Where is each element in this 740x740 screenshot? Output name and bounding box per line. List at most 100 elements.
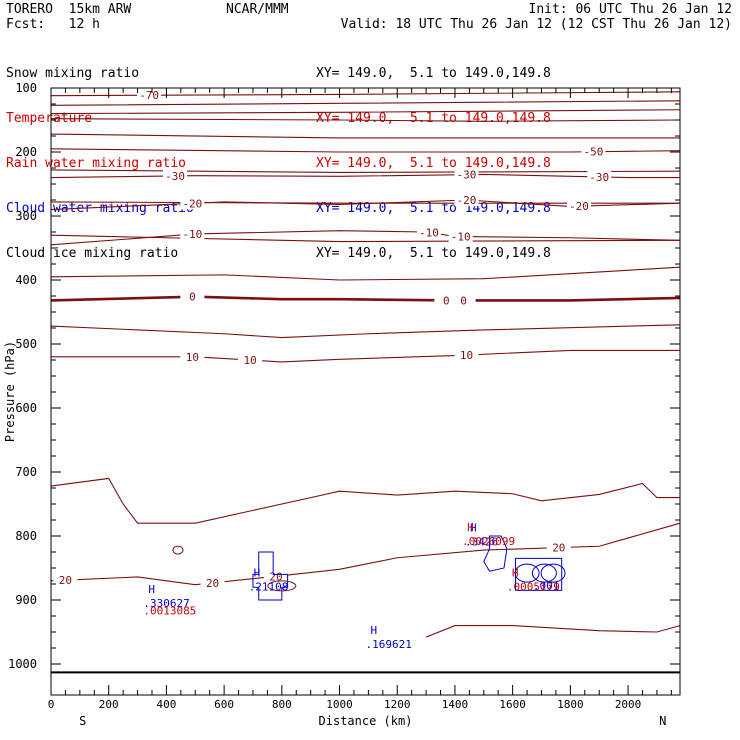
contour-label-bg bbox=[53, 574, 78, 587]
endpoint-left: S bbox=[79, 714, 86, 728]
rain-water-max-mark: H bbox=[512, 566, 519, 579]
maxima-annotations: H.330627H.21108H.169621H.3426.001.001308… bbox=[143, 521, 560, 651]
contour-label-bg bbox=[200, 576, 225, 589]
cloud-water-cell bbox=[514, 563, 540, 583]
contour-label: 20 bbox=[59, 574, 72, 587]
legend-xy-column: XY= 149.0, 5.1 to 149.0,149.8 XY= 149.0,… bbox=[316, 36, 551, 276]
y-tick-label: 200 bbox=[15, 145, 37, 159]
temperature-contour bbox=[50, 324, 681, 339]
cloud-water-max-mark: H bbox=[470, 521, 477, 534]
contour-label: -50 bbox=[584, 146, 604, 159]
temperature-contour bbox=[50, 169, 681, 174]
contour-label-bg bbox=[180, 197, 205, 210]
cloud-water-cell bbox=[540, 563, 566, 583]
xy-snow: XY= 149.0, 5.1 to 149.0,149.8 bbox=[316, 66, 551, 81]
x-tick-label: 400 bbox=[156, 698, 176, 711]
temperature-contours: -70-50-30 -30 -30-20 -20 -20-10 -10 -100 0 010 10… bbox=[50, 89, 681, 638]
rain-water-contour bbox=[267, 580, 297, 592]
rain-water-contour bbox=[172, 545, 184, 555]
contour-label: 10 bbox=[243, 354, 256, 367]
y-tick-label: 500 bbox=[15, 337, 37, 351]
x-tick-label: 800 bbox=[272, 698, 292, 711]
endpoint-right: N bbox=[659, 714, 666, 728]
contour-label: -30 bbox=[589, 171, 609, 184]
cloud-water-contour bbox=[252, 551, 289, 601]
legend-temperature: Temperature bbox=[6, 111, 93, 126]
y-tick-label: 400 bbox=[15, 273, 37, 287]
init-time: Init: 06 UTC Thu 26 Jan 12 bbox=[528, 2, 733, 17]
contour-label: -70 bbox=[139, 89, 159, 102]
x-tick-label: 1200 bbox=[384, 698, 411, 711]
contour-label-bg bbox=[180, 290, 205, 303]
temperature-contour bbox=[50, 133, 680, 139]
contour-label: 10 bbox=[186, 351, 199, 364]
temperature-contour bbox=[50, 295, 681, 302]
contour-label-bg bbox=[137, 89, 162, 102]
rain-water-max-value: .0005179 bbox=[507, 580, 560, 593]
contour-label: -20 bbox=[457, 194, 477, 207]
contour-label-bg bbox=[454, 194, 479, 206]
y-tick-label: 300 bbox=[15, 209, 37, 223]
cloud-water-max-mark: H bbox=[371, 624, 378, 637]
contour-label: 20 bbox=[206, 577, 219, 590]
y-tick-label: 100 bbox=[15, 81, 37, 95]
contour-label-bg bbox=[180, 350, 205, 363]
header-center: NCAR/MMM bbox=[226, 2, 289, 17]
contour-label: -30 bbox=[457, 169, 477, 182]
contour-label-bg bbox=[567, 200, 592, 213]
x-tick-label: 1000 bbox=[326, 698, 353, 711]
contour-label-bg bbox=[454, 168, 479, 181]
cloud-water-max-value: .169621 bbox=[366, 638, 412, 651]
header-right: Init: 06 UTC Thu 26 Jan 12 Valid: 18 UTC… bbox=[341, 2, 732, 32]
y-tick-label: 600 bbox=[15, 401, 37, 415]
x-tick-label: 2000 bbox=[615, 698, 642, 711]
cloud-water-cell bbox=[531, 563, 557, 583]
x-tick-label: 600 bbox=[214, 698, 234, 711]
xy-rain: XY= 149.0, 5.1 to 149.0,149.8 bbox=[316, 156, 551, 171]
fcst-value: 12 h bbox=[68, 17, 100, 32]
contour-label: 10 bbox=[460, 349, 473, 362]
contour-label-bg bbox=[451, 294, 476, 307]
contour-label-bg bbox=[264, 570, 289, 583]
temperature-contour bbox=[50, 148, 681, 153]
contour-label-bg bbox=[454, 349, 479, 362]
contour-label-bg bbox=[238, 354, 263, 367]
cloud-water-max-value: .21108 bbox=[249, 580, 289, 593]
x-tick-label: 1600 bbox=[499, 698, 526, 711]
cloud-features bbox=[172, 535, 566, 601]
legend-cloud-ice: Cloud ice mixing ratio bbox=[6, 246, 179, 261]
y-tick-label: 700 bbox=[15, 465, 37, 479]
cloud-water-max-value: .001 bbox=[533, 580, 560, 593]
contour-label: -20 bbox=[182, 197, 202, 210]
cloud-water-max-value: .3426 bbox=[465, 535, 498, 548]
fcst-label: Fcst: bbox=[6, 17, 46, 32]
temperature-contour bbox=[50, 118, 681, 122]
contour-label-bg bbox=[448, 230, 473, 243]
temperature-contour bbox=[50, 109, 681, 115]
cloud-water-max-mark: H bbox=[148, 583, 155, 596]
x-tick-label: 1400 bbox=[442, 698, 469, 711]
contour-label: -30 bbox=[165, 170, 185, 183]
y-axis-label: Pressure (hPa) bbox=[3, 341, 17, 442]
temperature-contour bbox=[50, 477, 680, 524]
cloud-water-max-value: .330627 bbox=[143, 597, 189, 610]
contour-label: -10 bbox=[182, 228, 202, 241]
y-tick-label: 900 bbox=[15, 593, 37, 607]
axes: 100 200 300 400 500 600 700 800 900 1000 0 200 400 60… bbox=[3, 81, 681, 728]
temperature-contour bbox=[50, 230, 681, 246]
contour-label: -10 bbox=[451, 231, 471, 244]
x-tick-label: 0 bbox=[48, 698, 55, 711]
temperature-contour bbox=[51, 349, 680, 363]
contour-label-bg bbox=[587, 170, 612, 183]
xy-temperature: XY= 149.0, 5.1 to 149.0,149.8 bbox=[316, 111, 551, 126]
contour-label-bg bbox=[163, 169, 188, 182]
contour-label: 20 bbox=[552, 542, 565, 555]
contour-label-bg bbox=[546, 541, 571, 554]
temperature-contour bbox=[425, 625, 681, 638]
x-axis-label: Distance (km) bbox=[319, 714, 413, 728]
contour-label: -20 bbox=[569, 200, 589, 213]
contour-label-bg bbox=[416, 226, 441, 239]
header-left: TORERO 15km ARW Fcst: 12 h bbox=[6, 2, 131, 32]
x-tick-label: 200 bbox=[99, 698, 119, 711]
